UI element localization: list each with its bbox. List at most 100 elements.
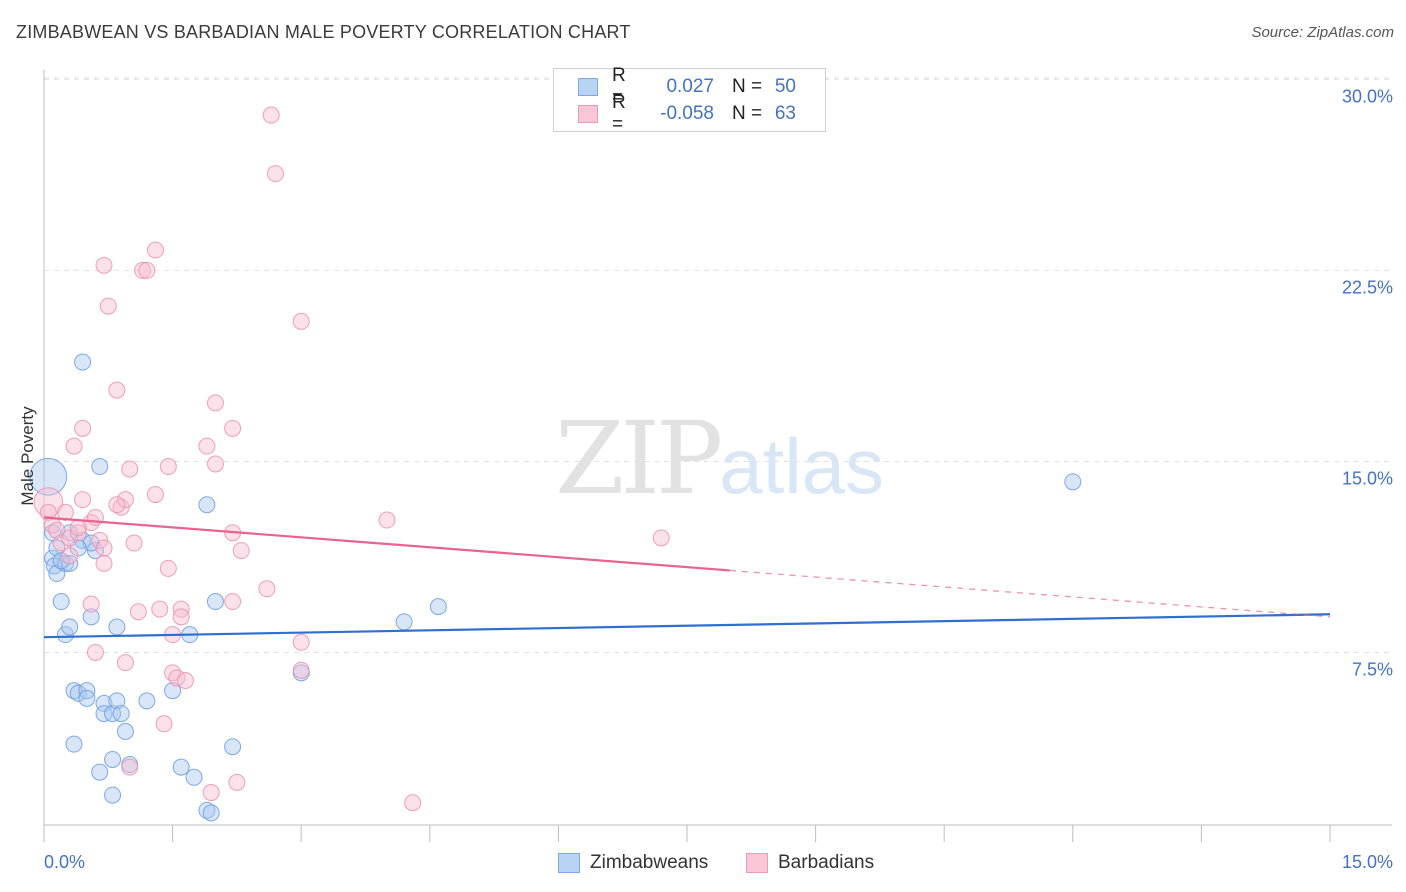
bottom-legend-label: Zimbabweans [590,852,709,873]
data-point [146,241,164,259]
data-point [404,794,422,812]
y-axis-label: Male Poverty [18,406,37,506]
legend-n-label: N = [732,103,763,124]
data-point [202,784,220,802]
data-point [52,552,70,570]
bottom-legend-zimbabweans: Zimbabweans [558,852,708,874]
data-point [39,503,57,521]
data-point [159,458,177,476]
data-point [198,496,216,514]
data-point [176,671,194,689]
data-point [104,750,122,768]
trend-line-barbadians-dashed [729,569,1331,618]
data-point [125,534,143,552]
data-point [228,773,246,791]
data-point [65,437,83,455]
data-point [185,768,203,786]
legend-n-label: N = [732,76,763,97]
data-point [206,455,224,473]
legend-r-value: 0.027 [666,76,714,97]
data-point [86,508,104,526]
data-point [95,256,113,274]
legend-r-value: -0.058 [660,103,714,124]
chart-title: ZIMBABWEAN VS BARBADIAN MALE POVERTY COR… [16,22,631,42]
data-point [29,457,68,496]
data-point [172,608,190,626]
data-point [65,735,83,753]
y-tick-label-22-5: 22.5% [1341,277,1393,298]
data-point [56,503,74,521]
data-point [108,496,126,514]
gridlines [44,77,1392,653]
y-tick-label-7-5: 7.5% [1351,659,1393,680]
data-point [108,381,126,399]
bottom-legend-swatch-pink [746,853,768,873]
data-point [266,165,284,183]
data-point [258,580,276,598]
data-point [121,460,139,478]
trend-lines [43,516,1331,639]
data-point [82,608,100,626]
data-point [429,598,447,616]
data-point [206,394,224,412]
data-point [652,529,670,547]
data-point [116,654,134,672]
data-point [378,511,396,529]
data-point [52,534,70,552]
data-point [395,613,413,631]
series-zimbabweans [29,353,1082,822]
data-point [112,705,130,723]
data-point [151,600,169,618]
data-point [146,486,164,504]
data-point [108,692,126,710]
data-point [86,643,104,661]
trend-line-zimbabweans-solid [43,613,1331,639]
data-point [91,763,109,781]
data-point [99,297,117,315]
data-point [52,593,70,611]
data-point [159,559,177,577]
source-credit: Source: ZipAtlas.com [1251,24,1394,41]
data-point [82,595,100,613]
data-point [74,353,92,371]
data-point [69,524,87,542]
data-point [232,542,250,560]
legend-n-value: 50 [774,76,796,97]
data-point [1064,473,1082,491]
y-tick-label-30: 30.0% [1341,86,1393,107]
y-tick-label-15: 15.0% [1341,468,1393,489]
data-point [292,633,310,651]
bottom-legend-barbadians: Barbadians [746,852,874,874]
watermark: ZIPatlas [555,400,884,517]
data-point [104,786,122,804]
data-point [104,705,122,723]
watermark-zip: ZIP [555,400,723,517]
legend-row-barbadians: R = -0.058 N = 63 [578,92,796,135]
data-point [138,692,156,710]
data-point [206,593,224,611]
legend-n-value: 63 [774,103,796,124]
x-tick-label-min: 0.0% [44,852,86,872]
x-tick-label-max: 15.0% [1341,852,1393,872]
data-point [95,554,113,572]
data-point [61,618,79,636]
data-point [121,758,139,776]
data-point [95,705,113,723]
legend-swatch-pink [578,105,598,123]
data-point [292,312,310,330]
correlation-legend: R = 0.027 N = 50 R = -0.058 N = 63 [553,65,826,135]
data-point [95,539,113,557]
data-point [262,106,280,124]
legend-swatch-blue [578,78,598,96]
watermark-atlas: atlas [719,422,885,510]
data-point [202,804,220,822]
series-barbadians [33,106,670,812]
data-point [224,738,242,756]
data-point [116,722,134,740]
data-point [91,458,109,476]
data-point [155,715,173,733]
data-point [116,491,134,509]
data-point [74,419,92,437]
data-point [224,419,242,437]
